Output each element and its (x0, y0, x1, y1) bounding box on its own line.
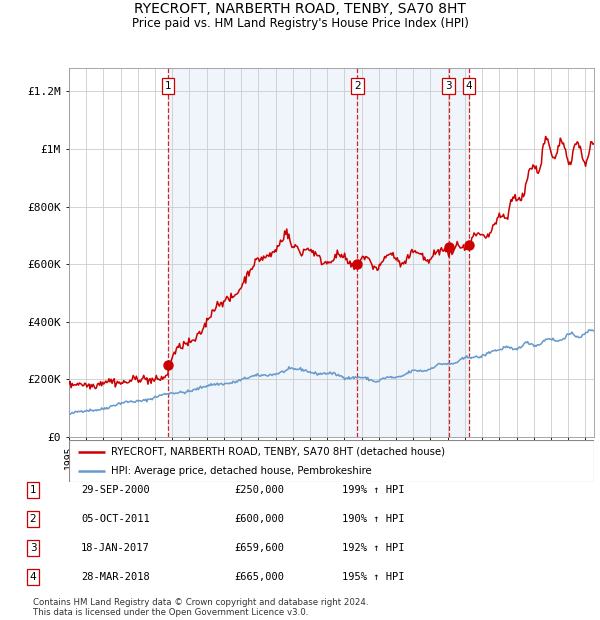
Text: Contains HM Land Registry data © Crown copyright and database right 2024.: Contains HM Land Registry data © Crown c… (33, 598, 368, 607)
Text: 3: 3 (29, 543, 37, 553)
Text: £600,000: £600,000 (234, 514, 284, 524)
Text: 1: 1 (164, 81, 171, 91)
Text: This data is licensed under the Open Government Licence v3.0.: This data is licensed under the Open Gov… (33, 608, 308, 617)
Text: 192% ↑ HPI: 192% ↑ HPI (342, 543, 404, 553)
Text: HPI: Average price, detached house, Pembrokeshire: HPI: Average price, detached house, Pemb… (111, 466, 371, 476)
Text: 190% ↑ HPI: 190% ↑ HPI (342, 514, 404, 524)
FancyBboxPatch shape (69, 440, 594, 482)
Text: 28-MAR-2018: 28-MAR-2018 (81, 572, 150, 582)
Text: £250,000: £250,000 (234, 485, 284, 495)
Text: 4: 4 (29, 572, 37, 582)
Text: £665,000: £665,000 (234, 572, 284, 582)
Text: RYECROFT, NARBERTH ROAD, TENBY, SA70 8HT (detached house): RYECROFT, NARBERTH ROAD, TENBY, SA70 8HT… (111, 446, 445, 456)
Text: 29-SEP-2000: 29-SEP-2000 (81, 485, 150, 495)
Text: 2: 2 (354, 81, 361, 91)
Text: 3: 3 (445, 81, 452, 91)
Text: 195% ↑ HPI: 195% ↑ HPI (342, 572, 404, 582)
Text: RYECROFT, NARBERTH ROAD, TENBY, SA70 8HT: RYECROFT, NARBERTH ROAD, TENBY, SA70 8HT (134, 2, 466, 16)
Bar (168, 68, 469, 437)
Text: £659,600: £659,600 (234, 543, 284, 553)
Text: 4: 4 (466, 81, 472, 91)
Text: 1: 1 (29, 485, 37, 495)
Text: Price paid vs. HM Land Registry's House Price Index (HPI): Price paid vs. HM Land Registry's House … (131, 17, 469, 30)
Text: 199% ↑ HPI: 199% ↑ HPI (342, 485, 404, 495)
Text: 2: 2 (29, 514, 37, 524)
Text: 05-OCT-2011: 05-OCT-2011 (81, 514, 150, 524)
Text: 18-JAN-2017: 18-JAN-2017 (81, 543, 150, 553)
